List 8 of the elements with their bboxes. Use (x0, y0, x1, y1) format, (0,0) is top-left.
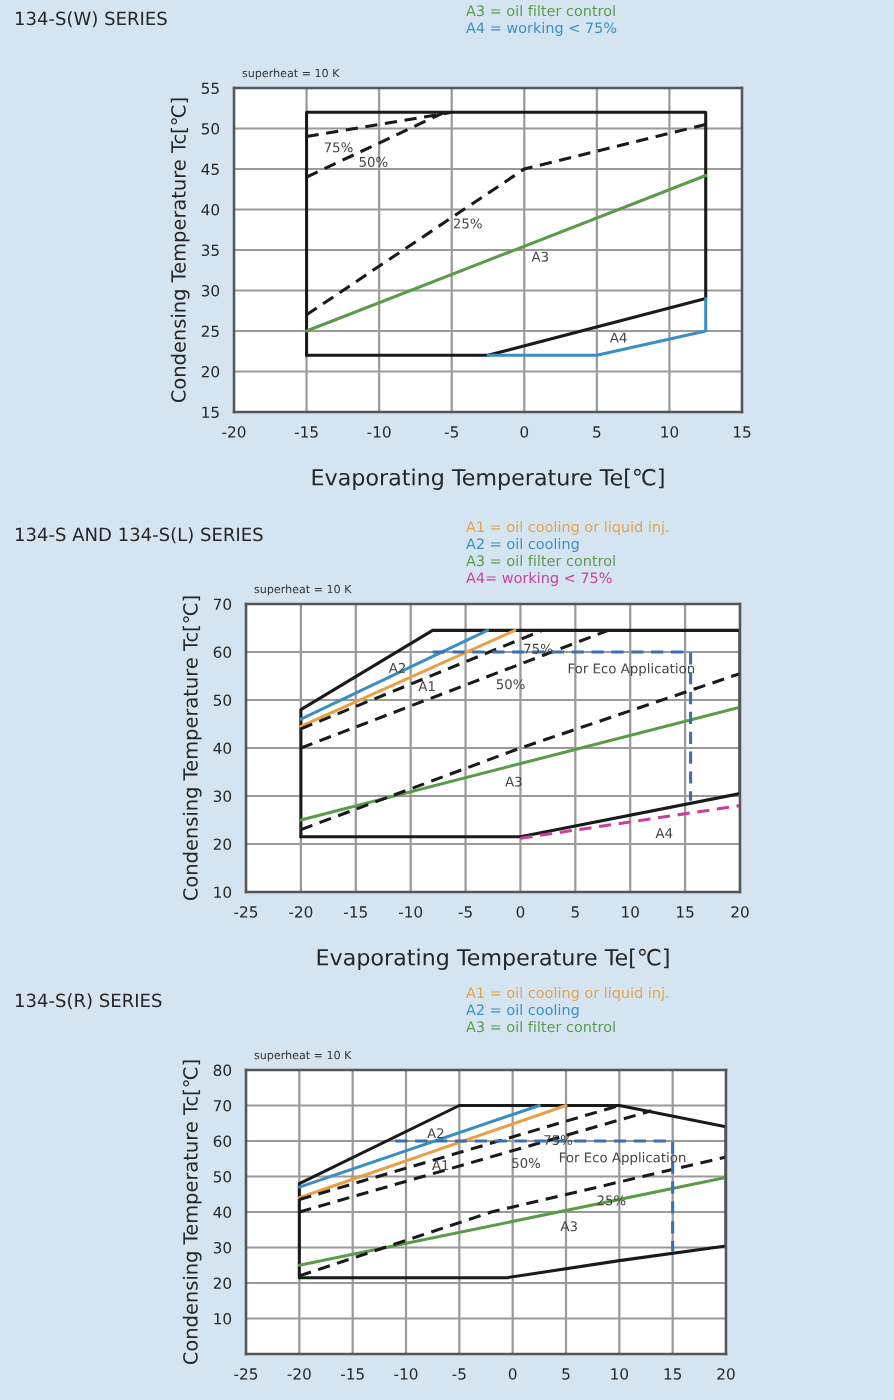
y-axis-title: Condensing Temperature Tc[℃] (170, 98, 190, 403)
chart-title: 134-S AND 134-S(L) SERIES (15, 527, 263, 544)
chart-title: 134-S(W) SERIES (15, 11, 167, 28)
y-axis-title: Condensing Temperature Tc[℃] (182, 596, 202, 901)
x-axis-title: Evaporating Temperature Te[℃] (312, 468, 664, 490)
text: 134-S(R) SERIES (15, 993, 162, 1010)
x-axis-title: Evaporating Temperature Te[℃] (317, 948, 669, 970)
y-axis-title: Condensing Temperature Tc[℃] (182, 1060, 202, 1365)
